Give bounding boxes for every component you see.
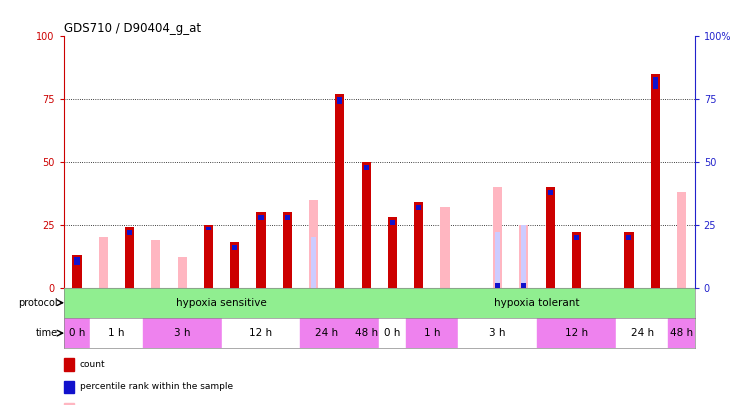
Bar: [650, 74, 660, 288]
Bar: [414, 202, 424, 288]
Bar: [572, 232, 581, 288]
Text: hypoxia tolerant: hypoxia tolerant: [494, 298, 580, 308]
Text: 12 h: 12 h: [249, 328, 273, 338]
Bar: [363, 164, 369, 170]
Bar: [222, 318, 300, 348]
Bar: [353, 318, 379, 348]
Bar: [361, 162, 371, 288]
Bar: [519, 225, 529, 288]
Bar: [493, 187, 502, 288]
Text: 48 h: 48 h: [670, 328, 693, 338]
Text: GDS710 / D90404_g_at: GDS710 / D90404_g_at: [64, 22, 201, 35]
Bar: [74, 258, 80, 265]
Bar: [151, 240, 161, 288]
Bar: [379, 318, 406, 348]
Bar: [668, 318, 695, 348]
Bar: [311, 237, 316, 288]
Text: 12 h: 12 h: [565, 328, 588, 338]
Text: 3 h: 3 h: [490, 328, 505, 338]
Bar: [230, 242, 240, 288]
Bar: [206, 227, 211, 230]
Bar: [125, 227, 134, 288]
Bar: [626, 232, 632, 288]
Bar: [521, 283, 526, 288]
Bar: [495, 283, 500, 288]
Text: 0 h: 0 h: [385, 328, 400, 338]
Bar: [521, 225, 526, 288]
Text: protocol: protocol: [18, 298, 58, 308]
Bar: [256, 212, 266, 288]
Bar: [653, 77, 658, 89]
Bar: [98, 237, 108, 288]
Bar: [458, 318, 537, 348]
Bar: [545, 187, 555, 288]
Text: time: time: [35, 328, 58, 338]
Bar: [440, 207, 450, 288]
Text: hypoxia sensitive: hypoxia sensitive: [176, 298, 267, 308]
Text: 1 h: 1 h: [424, 328, 440, 338]
Bar: [90, 318, 143, 348]
Bar: [650, 200, 660, 288]
Bar: [127, 230, 132, 235]
Bar: [626, 235, 632, 240]
Text: 1 h: 1 h: [108, 328, 125, 338]
Bar: [337, 97, 342, 104]
Bar: [64, 288, 379, 318]
Bar: [390, 220, 395, 225]
Text: 24 h: 24 h: [315, 328, 338, 338]
Text: 48 h: 48 h: [354, 328, 378, 338]
Bar: [204, 225, 213, 288]
Bar: [143, 318, 222, 348]
Bar: [300, 318, 353, 348]
Bar: [677, 192, 686, 288]
Bar: [406, 318, 458, 348]
Bar: [64, 318, 90, 348]
Text: percentile rank within the sample: percentile rank within the sample: [80, 382, 233, 391]
Text: 24 h: 24 h: [631, 328, 653, 338]
Bar: [547, 190, 553, 195]
Bar: [616, 318, 668, 348]
Text: count: count: [80, 360, 105, 369]
Bar: [309, 200, 318, 288]
Bar: [72, 255, 82, 288]
Bar: [177, 258, 187, 288]
Text: 3 h: 3 h: [174, 328, 190, 338]
Bar: [416, 205, 421, 210]
Bar: [574, 235, 579, 240]
Bar: [379, 288, 695, 318]
Bar: [258, 215, 264, 220]
Bar: [388, 217, 397, 288]
Bar: [495, 232, 500, 288]
Bar: [624, 232, 634, 288]
Bar: [335, 94, 345, 288]
Bar: [232, 245, 237, 250]
Bar: [282, 212, 292, 288]
Bar: [285, 215, 290, 220]
Bar: [537, 318, 616, 348]
Text: 0 h: 0 h: [69, 328, 85, 338]
